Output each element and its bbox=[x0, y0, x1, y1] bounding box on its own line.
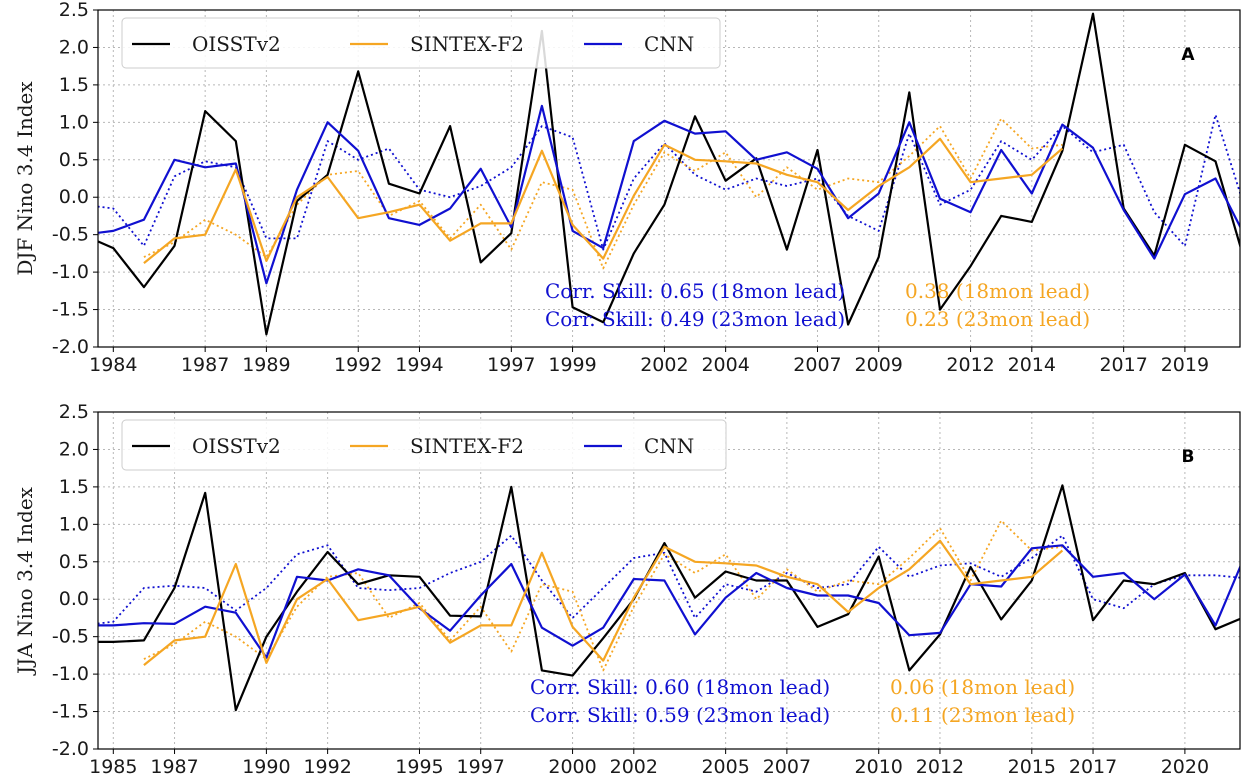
y-tick-label: -0.5 bbox=[52, 626, 89, 648]
y-tick-label: 1.0 bbox=[59, 513, 89, 535]
series-line-cnn-23mon-lead bbox=[98, 534, 1240, 625]
x-tick-label: 1987 bbox=[150, 756, 198, 778]
x-tick-label: 1997 bbox=[487, 354, 535, 376]
y-axis-label: JJA Nino 3.4 Index bbox=[13, 486, 37, 676]
y-axis-label: DJF Nino 3.4 Index bbox=[13, 81, 37, 276]
x-tick-label: 2014 bbox=[1008, 354, 1056, 376]
legend-label-cnn: CNN bbox=[644, 32, 694, 56]
x-tick-label: 2007 bbox=[793, 354, 841, 376]
x-tick-label: 2012 bbox=[916, 756, 964, 778]
x-tick-label: 2002 bbox=[610, 756, 658, 778]
series-group bbox=[98, 484, 1240, 712]
x-tick-label: 2020 bbox=[1161, 756, 1209, 778]
y-tick-label: 2.5 bbox=[59, 0, 89, 21]
panel-label: B bbox=[1182, 447, 1195, 467]
plot-frame bbox=[97, 9, 1241, 348]
legend: OISSTv2 SINTEX-F2 CNN bbox=[121, 17, 721, 69]
annotation-sintex-skill: 0.38 (18mon lead) bbox=[905, 279, 1090, 303]
series-line-sintex-f2-23mon-lead bbox=[143, 519, 1063, 672]
annotation-sintex-skill: 0.11 (23mon lead) bbox=[890, 703, 1075, 727]
y-tick-label: 2.5 bbox=[59, 401, 89, 423]
legend-box bbox=[121, 419, 727, 471]
series-line-sintex-f2-23mon-lead bbox=[143, 117, 1063, 270]
annotation-cnn-skill: Corr. Skill: 0.60 (18mon lead) bbox=[530, 675, 830, 699]
legend-label-sintex-f2: SINTEX-F2 bbox=[410, 32, 524, 56]
series-line-sintex-f2 bbox=[143, 539, 1064, 666]
x-tick-label: 1985 bbox=[89, 756, 137, 778]
x-tick-label: 1999 bbox=[548, 354, 596, 376]
x-tick-label: 1992 bbox=[334, 354, 382, 376]
x-tick-label: 1992 bbox=[303, 756, 351, 778]
x-tick-label: 1994 bbox=[395, 354, 443, 376]
y-tick-label: 0.5 bbox=[59, 149, 89, 171]
x-tick-label: 2004 bbox=[701, 354, 749, 376]
x-tick-label: 2005 bbox=[701, 756, 749, 778]
y-tick-label: 0.5 bbox=[59, 551, 89, 573]
y-tick-label: -2.0 bbox=[52, 738, 89, 760]
annotation-cnn-skill: Corr. Skill: 0.49 (23mon lead) bbox=[545, 307, 845, 331]
x-tick-label: 1995 bbox=[395, 756, 443, 778]
legend-label-oisstv2: OISSTv2 bbox=[192, 32, 281, 56]
annotation-sintex-skill: 0.23 (23mon lead) bbox=[905, 307, 1090, 331]
x-tick-label: 2000 bbox=[548, 756, 596, 778]
x-tick-label: 2017 bbox=[1099, 354, 1147, 376]
y-tick-label: -1.0 bbox=[52, 663, 89, 685]
x-tick-label: 2019 bbox=[1161, 354, 1209, 376]
series-group bbox=[98, 12, 1240, 336]
series-line-oisstv2 bbox=[98, 12, 1240, 336]
y-tick-label: 2.0 bbox=[59, 36, 89, 58]
x-tick-label: 2012 bbox=[946, 354, 994, 376]
legend: OISSTv2 SINTEX-F2 CNN bbox=[121, 419, 727, 471]
y-tick-label: 1.0 bbox=[59, 111, 89, 133]
x-tick-label: 2009 bbox=[855, 354, 903, 376]
y-tick-label: 1.5 bbox=[59, 476, 89, 498]
annotation-cnn-skill: Corr. Skill: 0.65 (18mon lead) bbox=[545, 279, 845, 303]
legend-label-cnn: CNN bbox=[644, 434, 694, 458]
y-tick-label: -1.0 bbox=[52, 261, 89, 283]
y-tick-label: -1.5 bbox=[52, 701, 89, 723]
x-tick-label: 2010 bbox=[855, 756, 903, 778]
series-line-sintex-f2 bbox=[143, 137, 1064, 264]
x-tick-label: 2017 bbox=[1069, 756, 1117, 778]
x-tick-label: 1989 bbox=[242, 354, 290, 376]
y-tick-label: 0.0 bbox=[59, 588, 89, 610]
y-tick-label: 0.0 bbox=[59, 186, 89, 208]
y-tick-label: 1.5 bbox=[59, 74, 89, 96]
x-tick-label: 2002 bbox=[640, 354, 688, 376]
y-tick-label: -0.5 bbox=[52, 224, 89, 246]
panel-label: A bbox=[1181, 45, 1195, 65]
series-line-oisstv2 bbox=[98, 484, 1240, 712]
y-tick-label: 2.0 bbox=[59, 438, 89, 460]
x-tick-label: 2007 bbox=[763, 756, 811, 778]
x-tick-label: 1984 bbox=[89, 354, 137, 376]
series-line-cnn bbox=[98, 104, 1240, 285]
legend-label-oisstv2: OISSTv2 bbox=[192, 434, 281, 458]
plot-frame bbox=[97, 411, 1241, 750]
series-line-cnn bbox=[98, 544, 1240, 659]
annotation-cnn-skill: Corr. Skill: 0.59 (23mon lead) bbox=[530, 703, 830, 727]
y-tick-label: -1.5 bbox=[52, 299, 89, 321]
x-tick-label: 1990 bbox=[242, 756, 290, 778]
x-tick-label: 1997 bbox=[457, 756, 505, 778]
annotation-sintex-skill: 0.06 (18mon lead) bbox=[890, 675, 1075, 699]
y-tick-label: -2.0 bbox=[52, 336, 89, 358]
legend-box bbox=[121, 17, 721, 69]
x-tick-label: 1987 bbox=[181, 354, 229, 376]
x-tick-label: 2015 bbox=[1008, 756, 1056, 778]
legend-label-sintex-f2: SINTEX-F2 bbox=[410, 434, 524, 458]
